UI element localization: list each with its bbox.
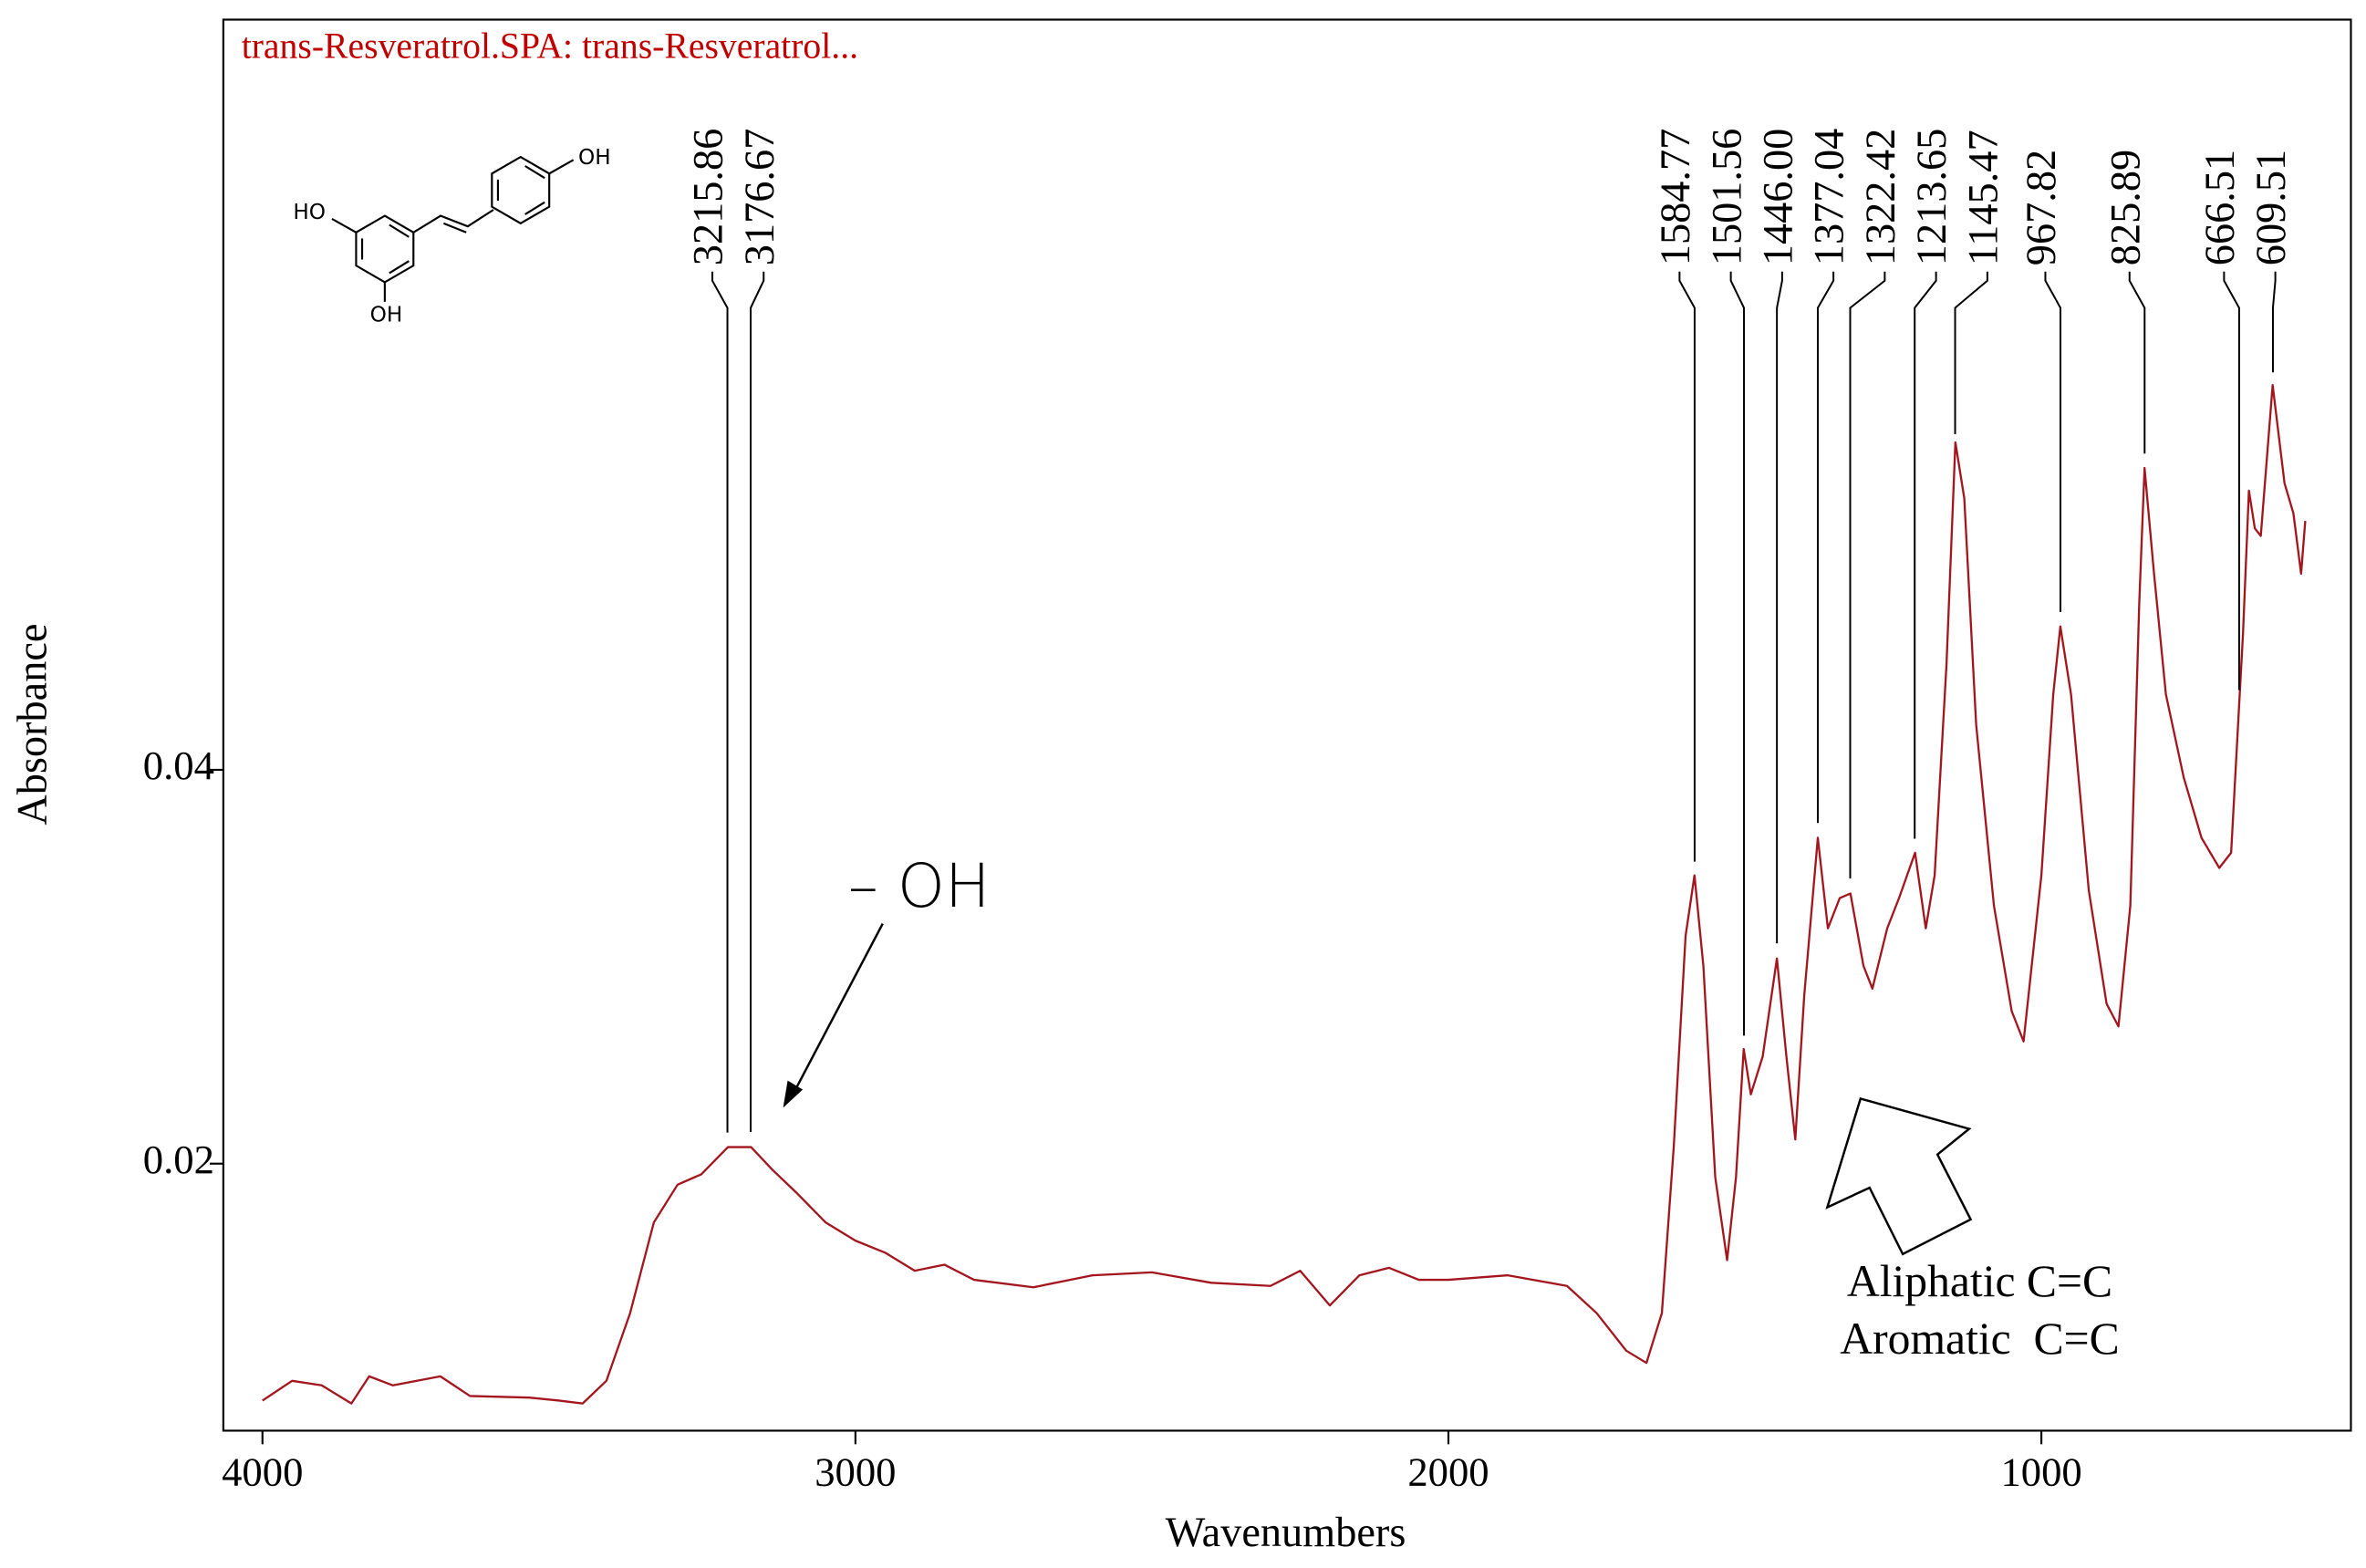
structure-label: HO	[293, 201, 326, 224]
y-tick-label: 0.02	[143, 1137, 214, 1182]
x-tick-label: 2000	[1407, 1449, 1489, 1494]
annotation: – OH	[848, 851, 991, 921]
annotation: Aromatic C=C	[1840, 1314, 2119, 1364]
peak-label: 1501.56	[1704, 129, 1750, 266]
x-axis-label: Wavenumbers	[1166, 1510, 1406, 1556]
plot-frame	[222, 18, 2352, 1432]
peak-label: 3215.86	[686, 129, 732, 266]
annotation: Aliphatic C=C	[1847, 1256, 2112, 1306]
annotation-arrowhead	[783, 1080, 804, 1108]
peak-leader	[750, 271, 765, 1133]
structure-label: OH	[578, 146, 611, 170]
peak-leader	[1816, 271, 1835, 824]
x-tick-label: 3000	[815, 1449, 896, 1494]
peak-leader	[2044, 271, 2062, 613]
annotation-arrow	[789, 922, 884, 1100]
x-tick-label: 1000	[2000, 1449, 2081, 1494]
structure-label: OH	[370, 303, 403, 327]
peak-label: 666.51	[2197, 150, 2244, 265]
peak-label: 1213.65	[1909, 129, 1956, 266]
peak-leader	[1849, 271, 1886, 879]
y-tick-label: 0.04	[143, 742, 214, 788]
outline-arrow	[1825, 1096, 1973, 1256]
peak-label: 1584.77	[1653, 129, 1699, 266]
chart-title: trans-Resveratrol.SPA: trans-Resveratrol…	[242, 26, 858, 67]
peak-label: 3176.67	[737, 129, 783, 266]
peak-leader	[2271, 271, 2277, 373]
structure	[331, 155, 575, 302]
peak-label: 1446.00	[1756, 129, 1802, 266]
peak-leader	[2128, 271, 2146, 454]
peak-label: 825.89	[2102, 150, 2149, 265]
peak-leader	[1776, 271, 1783, 944]
peak-leader	[1678, 271, 1696, 862]
peak-label: 609.51	[2248, 150, 2295, 265]
peak-label: 1377.04	[1807, 129, 1853, 266]
peak-label: 1145.47	[1960, 130, 2007, 265]
x-tick-label: 4000	[222, 1449, 303, 1494]
peak-leader	[1914, 271, 1937, 839]
peak-label: 967.82	[2018, 150, 2065, 265]
peak-leader	[1729, 271, 1746, 1036]
spectrum-line	[262, 384, 2307, 1405]
peak-leader	[711, 271, 729, 1133]
peak-leader	[2223, 271, 2240, 691]
y-axis-label: Absorbance	[9, 624, 56, 826]
peak-label: 1322.42	[1858, 129, 1904, 266]
peak-leader	[1954, 271, 1988, 435]
